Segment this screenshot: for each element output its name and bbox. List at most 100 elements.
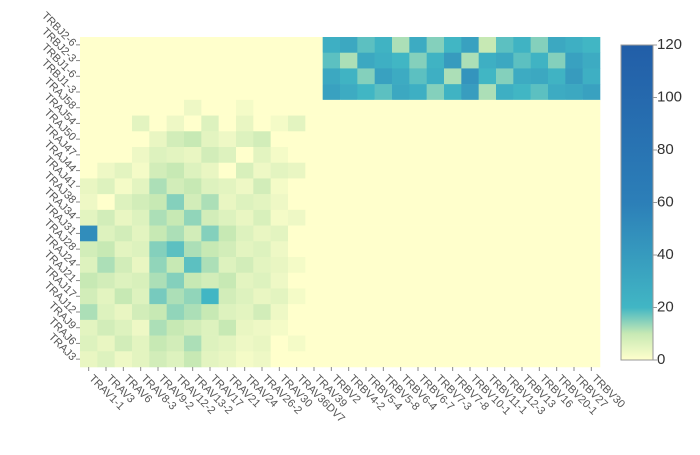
heat-cell [132,304,150,321]
heat-cell [530,37,549,54]
heat-cell [565,304,583,321]
heat-cell [496,351,514,368]
heat-cell [340,162,358,179]
heat-cell [201,131,219,148]
heat-cell [132,68,150,85]
heat-cell [270,257,289,274]
heat-cell [97,335,115,352]
heat-cell [132,37,150,54]
heat-cell [426,272,445,289]
heat-cell [409,257,427,274]
heat-cell [426,241,445,258]
heat-cell [236,272,254,289]
heat-cell [218,68,237,85]
heat-cell [357,335,375,352]
heat-cell [305,162,323,179]
heat-cell [270,99,289,116]
heat-cell [218,99,237,116]
heat-cell [218,304,237,321]
heat-cell [478,178,497,195]
heat-cell [582,131,601,148]
heat-cell [149,288,167,305]
heat-cell [426,131,445,148]
heat-cell [253,288,271,305]
heat-cell [478,288,497,305]
heat-cell [357,162,375,179]
heat-cell [340,131,358,148]
heat-cell [392,351,410,368]
heat-cell [184,68,202,85]
heat-cell [288,162,306,179]
heat-cell [132,147,150,164]
heat-cell [270,209,289,226]
heat-cell [513,209,531,226]
heat-cell [288,272,306,289]
heat-cell [496,99,514,116]
heat-cell [461,52,479,69]
heat-cell [149,99,167,116]
heat-cell [478,304,497,321]
heat-cell [305,68,323,85]
heat-cell [270,319,289,336]
heat-cell [409,84,427,101]
heat-cell [582,194,601,211]
heat-cell [80,319,98,336]
heat-cell [166,288,185,305]
heat-cell [496,68,514,85]
heat-cell [80,288,98,305]
heat-cell [305,147,323,164]
heat-cell [270,225,289,242]
heat-cell [392,304,410,321]
heat-cell [201,99,219,116]
heat-cell [236,319,254,336]
heat-cell [236,194,254,211]
heat-cell [530,178,549,195]
heat-cell [565,241,583,258]
heat-cell [582,304,601,321]
heat-cell [184,84,202,101]
heat-cell [201,351,219,368]
heat-cell [184,147,202,164]
heat-cell [374,194,393,211]
heat-cell [357,68,375,85]
heat-cell [305,115,323,132]
heat-cell [530,131,549,148]
heat-cell [218,351,237,368]
heat-cell [236,99,254,116]
heat-cell [496,37,514,54]
heat-cell [409,241,427,258]
heat-cell [340,37,358,54]
heat-cell [201,68,219,85]
heat-cell [582,272,601,289]
heat-cell [426,84,445,101]
heat-cell [496,147,514,164]
heat-cell [132,52,150,69]
heat-cell [478,84,497,101]
heat-cell [166,37,185,54]
heat-cell [97,99,115,116]
heat-cell [374,209,393,226]
heat-cell [357,319,375,336]
heat-cell [513,257,531,274]
heat-cell [444,351,462,368]
heat-cell [184,194,202,211]
heat-cell [357,37,375,54]
heat-cell [80,225,98,242]
heat-cell [374,335,393,352]
heat-cell [270,194,289,211]
heat-cell [461,99,479,116]
heat-cell [548,288,566,305]
heat-cell [496,272,514,289]
heat-cell [132,194,150,211]
heat-cell [392,147,410,164]
heat-cell [565,52,583,69]
heat-cell [288,257,306,274]
heat-cell [461,225,479,242]
heat-cell [357,147,375,164]
heat-cell [409,335,427,352]
heat-cell [548,84,566,101]
heat-cell [132,257,150,274]
heat-cell [548,209,566,226]
heat-cell [149,257,167,274]
